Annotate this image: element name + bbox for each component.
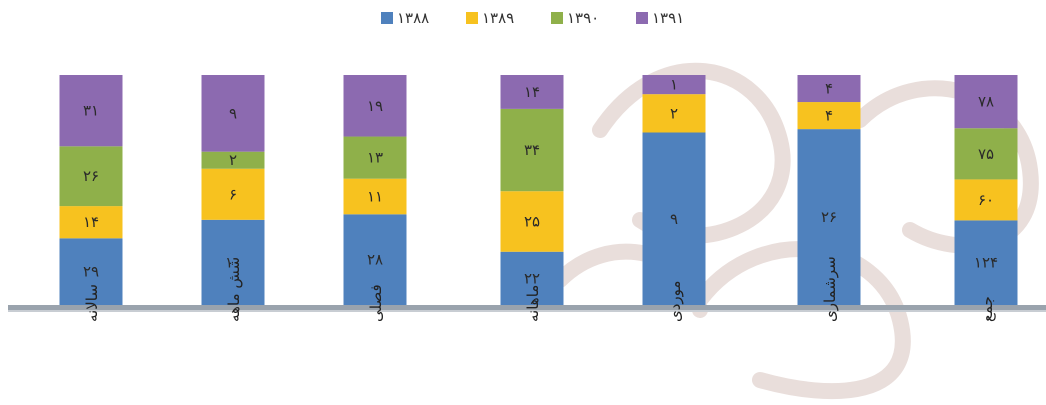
bar-segment: [201, 75, 265, 152]
x-tick-label: فصلی: [367, 284, 385, 322]
bar-segment: [59, 238, 123, 305]
bar-data-label: ۶۰: [978, 191, 994, 209]
plot-area: ۲۹۱۴۲۶۳۱۱۰۶۲۹۲۸۱۱۱۳۱۹۲۲۲۵۳۴۱۴۹۲۱۲۶۴۴۱۲۴۶…: [8, 75, 1046, 312]
x-tick-label: ماهانه: [524, 285, 542, 322]
bar-data-label: ۱۲۴: [974, 254, 998, 272]
legend-label: ۱۳۹۱: [652, 9, 684, 27]
x-tick-label: سرشماری: [821, 256, 839, 322]
bar-data-label: ۷۵: [978, 145, 994, 163]
x-axis-baseline: [8, 305, 1046, 310]
bar-data-label: ۹: [670, 210, 678, 228]
bar-segment: [954, 220, 1018, 305]
bar-data-label: ۳۱: [83, 102, 99, 120]
bar-segment: [343, 178, 407, 215]
legend-swatch: [636, 12, 648, 24]
bar-data-label: ۲۲: [524, 269, 540, 287]
x-tick-label: شش ماهه: [225, 257, 243, 322]
bar-segment: [343, 214, 407, 305]
bar-segment: [343, 75, 407, 137]
bar-segment: [201, 168, 265, 220]
legend-label: ۱۳۹۰: [567, 9, 599, 27]
bar-segment: [201, 151, 265, 169]
bar-data-label: ۲۹: [83, 263, 99, 281]
legend-swatch: [551, 12, 563, 24]
bar-data-label: ۹: [229, 104, 237, 122]
bar-segment: [59, 206, 123, 239]
bar-data-label: ۴: [825, 107, 833, 125]
bar-data-label: ۱: [670, 76, 678, 94]
legend-swatch: [466, 12, 478, 24]
legend: ۱۳۸۸ ۱۳۸۹ ۱۳۹۰ ۱۳۹۱: [381, 9, 684, 27]
bar-segment: [500, 108, 564, 192]
bar-segment: [642, 132, 706, 305]
bar-segment: [500, 191, 564, 252]
legend-swatch: [381, 12, 393, 24]
bar-data-label: ۱۴: [524, 83, 540, 101]
bar-segment: [500, 251, 564, 305]
bar-segment: [500, 75, 564, 109]
bar-segment: [797, 75, 861, 103]
bar-data-label: ۱۰: [225, 253, 241, 271]
bar-data-label: ۱۳: [367, 149, 383, 167]
bar-segment: [954, 128, 1018, 180]
bar-data-label: ۲۶: [821, 208, 837, 226]
bar-segment: [343, 136, 407, 179]
bar-data-label: ۳۴: [524, 141, 540, 159]
bar-data-label: ۲: [229, 151, 237, 169]
bar-data-label: ۷۸: [978, 93, 994, 111]
bar-data-label: ۱۹: [367, 97, 383, 115]
x-axis-baseline-shadow: [8, 310, 1046, 312]
bar-data-label: ۱۴: [83, 213, 99, 231]
bar-data-label: ۶: [229, 185, 237, 203]
bar-segment: [797, 129, 861, 305]
bar-data-label: ۲۵: [524, 212, 540, 230]
legend-label: ۱۳۸۸: [397, 9, 429, 27]
bar-segment: [59, 146, 123, 207]
bar-segment: [954, 179, 1018, 221]
x-tick-label: جمع: [978, 296, 996, 322]
x-tick-label: موردی: [666, 281, 684, 322]
legend-label: ۱۳۸۹: [482, 9, 514, 27]
bar-data-label: ۱۱: [367, 187, 383, 205]
bar-segment: [642, 75, 706, 95]
bar-data-label: ۴: [825, 80, 833, 98]
bar-data-label: ۲۸: [367, 251, 383, 269]
bar-data-label: ۲: [670, 104, 678, 122]
bar-segment: [954, 75, 1018, 129]
bar-data-label: ۲۶: [83, 167, 99, 185]
bar-segment: [59, 75, 123, 147]
bar-segment: [797, 102, 861, 130]
category-labels: سالانه شش ماهه فصلی ماهانه موردی سرشماری جمع: [83, 256, 996, 322]
swirl-ornament: [692, 241, 911, 400]
x-tick-label: سالانه: [83, 284, 101, 322]
bar-segment: [642, 94, 706, 133]
bar-segment: [201, 219, 265, 305]
